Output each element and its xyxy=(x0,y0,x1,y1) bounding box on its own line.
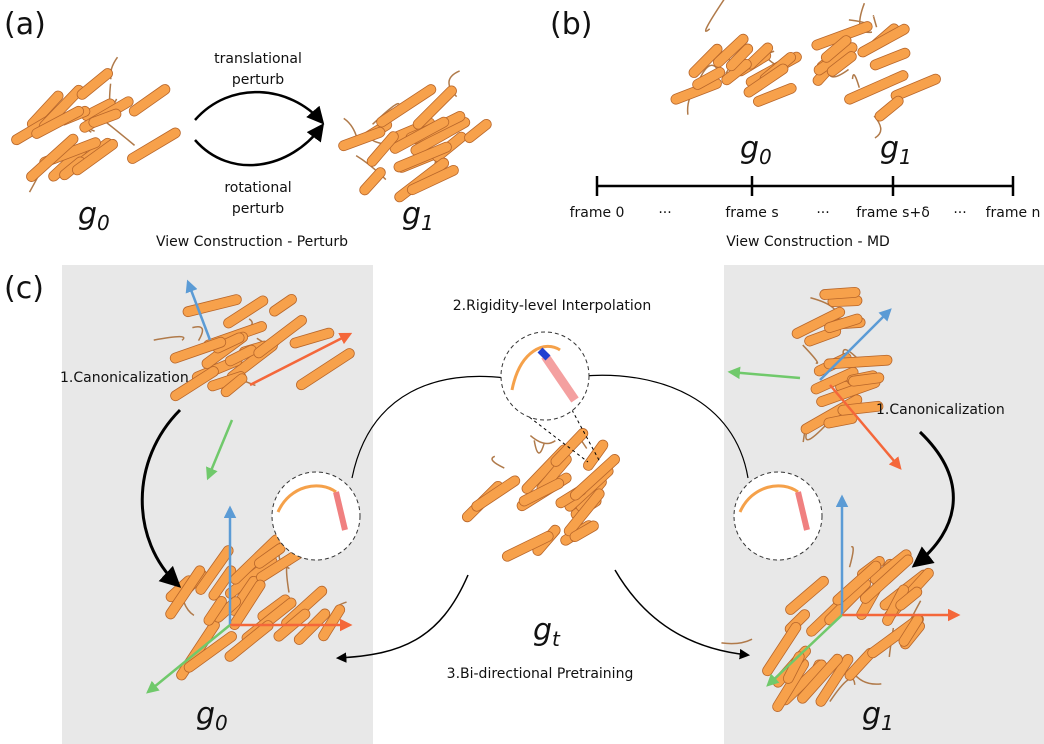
graph-label: g1 xyxy=(402,197,434,235)
caption: View Construction - MD xyxy=(726,234,890,250)
page: (a) translational perturb rotational per… xyxy=(0,0,1044,744)
arrow-label: translational xyxy=(214,51,302,67)
graph-label: g0 xyxy=(740,131,772,169)
timeline-label: frame n xyxy=(986,205,1041,221)
helix xyxy=(873,94,905,123)
timeline-label: ··· xyxy=(816,205,829,221)
figure: (a) translational perturb rotational per… xyxy=(0,0,1044,744)
protein xyxy=(329,67,504,213)
panel-label: (b) xyxy=(550,7,592,42)
arrow-label: perturb xyxy=(232,201,284,217)
protein xyxy=(445,414,641,574)
helix xyxy=(127,83,172,119)
caption: View Construction - Perturb xyxy=(156,234,348,250)
helix xyxy=(358,166,388,197)
timeline-label: frame s xyxy=(725,205,778,221)
helix xyxy=(75,66,115,101)
graph-label: gt xyxy=(533,613,561,651)
helix xyxy=(470,474,522,513)
arrow-label: rotational xyxy=(224,180,291,196)
protein xyxy=(799,0,949,147)
panel-label: (a) xyxy=(4,7,46,42)
arrow xyxy=(195,92,322,122)
step-label: 1.Canonicalization xyxy=(60,370,189,386)
timeline-label: ··· xyxy=(658,205,671,221)
step-label: 1.Canonicalization xyxy=(876,402,1005,418)
timeline-label: frame s+δ xyxy=(856,205,930,221)
step-label: 2.Rigidity-level Interpolation xyxy=(453,298,651,314)
timeline-label: ··· xyxy=(953,205,966,221)
timeline xyxy=(597,176,1013,196)
step-label: 3.Bi-directional Pretraining xyxy=(447,666,634,682)
loop xyxy=(873,16,876,28)
loop xyxy=(852,74,859,88)
timeline-labels: frame 0 ··· frame s ··· frame s+δ ··· frame n xyxy=(570,205,1041,221)
protein xyxy=(654,0,810,122)
timeline-label: frame 0 xyxy=(570,205,625,221)
panel-label: (c) xyxy=(4,271,44,306)
loop xyxy=(700,0,730,31)
protein xyxy=(0,48,187,193)
loop xyxy=(491,455,504,471)
graph-label: g1 xyxy=(880,131,912,169)
arrow-label: perturb xyxy=(232,72,284,88)
graph-label: g0 xyxy=(78,197,110,235)
arrow xyxy=(195,126,322,165)
